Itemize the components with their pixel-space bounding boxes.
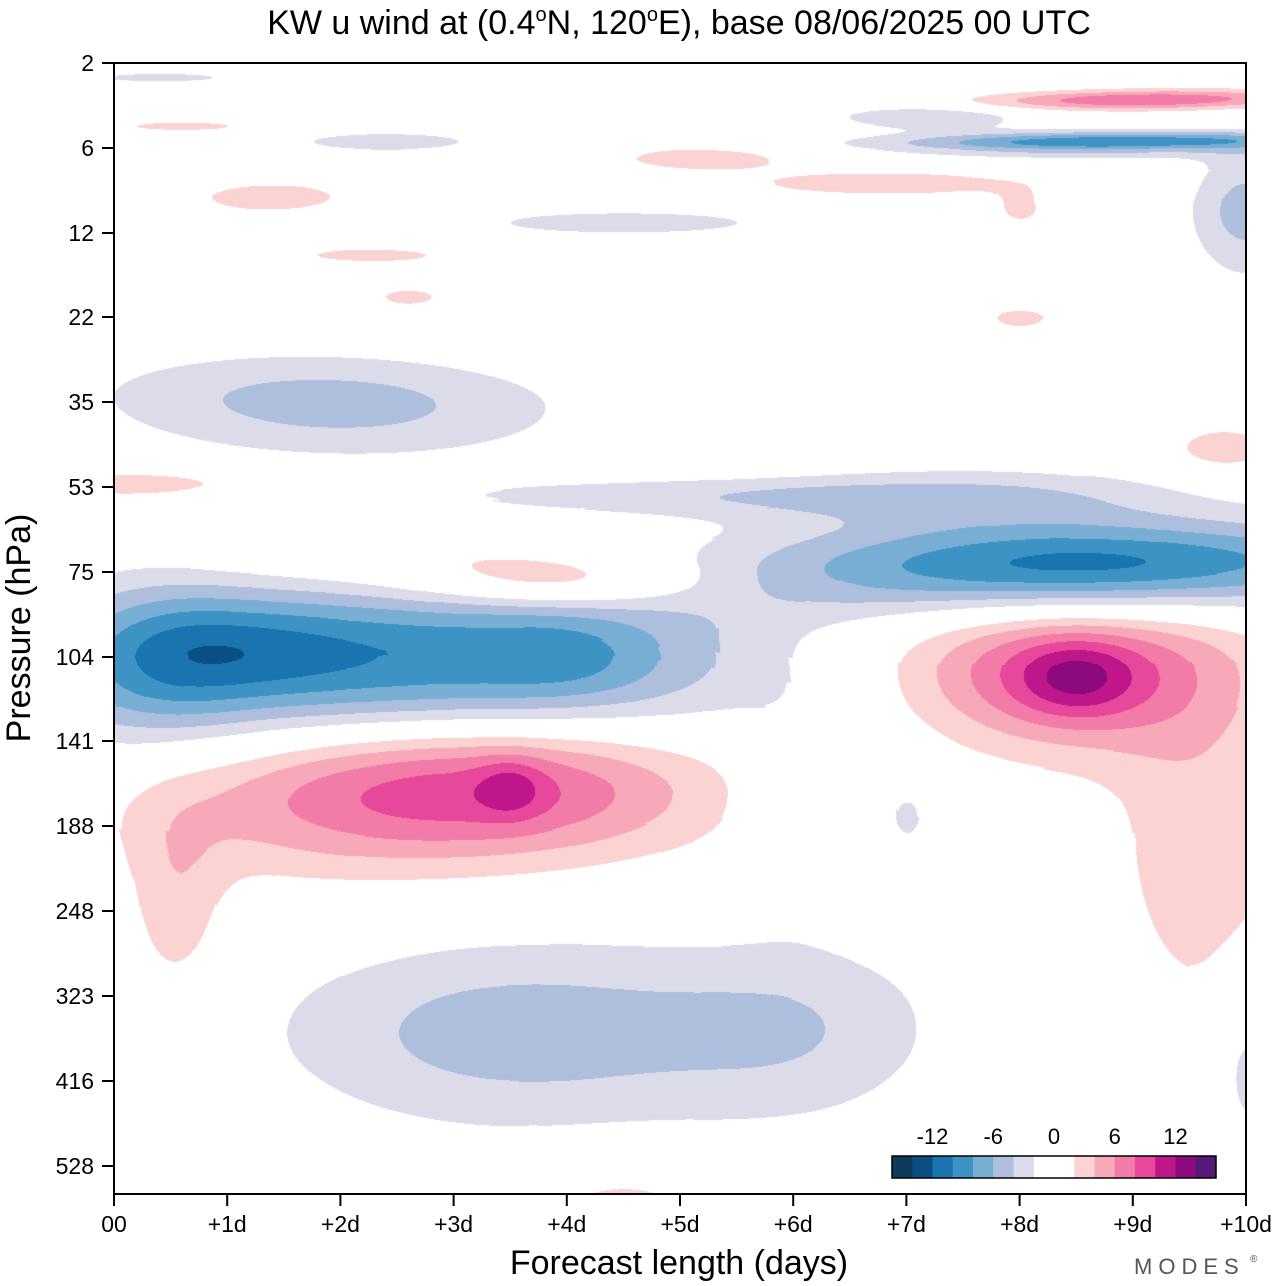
plot-area xyxy=(114,63,1246,1194)
x-tick-label: +8d xyxy=(1000,1211,1039,1237)
x-tick-label: +5d xyxy=(660,1211,699,1237)
colorbar-swatch xyxy=(1074,1156,1095,1178)
y-tick-label: 53 xyxy=(68,474,94,500)
plot-frame xyxy=(113,62,1247,1195)
colorbar-swatch xyxy=(973,1156,994,1178)
y-tick-label: 22 xyxy=(68,304,94,330)
y-tick-label: 75 xyxy=(68,559,94,585)
chart-title: KW u wind at (0.4oN, 120oE), base 08/06/… xyxy=(267,4,1091,42)
y-tick-label: 188 xyxy=(56,813,94,839)
colorbar-legend: -12 -6 0 6 12 xyxy=(886,1118,1226,1186)
colorbar-swatch xyxy=(1094,1156,1116,1178)
colorbar-outline xyxy=(891,1155,1217,1179)
colorbar-swatch xyxy=(952,1156,974,1178)
x-tick-label: +6d xyxy=(774,1211,813,1237)
y-tick-label: 416 xyxy=(56,1068,94,1094)
y-tick-label: 6 xyxy=(81,135,94,161)
colorbar-swatch xyxy=(1195,1156,1217,1178)
colorbar-tick-label: -6 xyxy=(983,1124,1003,1149)
y-axis-ticks: 2 6 12 22 35 53 75 104 141 188 248 323 416 528 xyxy=(56,50,114,1179)
modes-logo: MODES xyxy=(1134,1254,1245,1279)
colorbar-tick-label: 0 xyxy=(1048,1124,1060,1149)
x-tick-label: +4d xyxy=(547,1211,586,1237)
x-tick-label: +10d xyxy=(1220,1211,1272,1237)
contour-field xyxy=(114,63,1246,1194)
colorbar-swatch xyxy=(993,1156,1014,1178)
colorbar-swatch xyxy=(1155,1156,1176,1178)
colorbar-swatch xyxy=(1054,1156,1075,1178)
x-axis-label: Forecast length (days) xyxy=(510,1244,848,1282)
x-axis-ticks: 00 +1d +2d +3d +4d +5d +6d +7d +8d +9d +10d xyxy=(101,1194,1272,1237)
y-tick-label: 35 xyxy=(68,389,94,415)
y-tick-label: 2 xyxy=(81,50,94,76)
x-tick-label: 00 xyxy=(101,1211,127,1237)
y-axis-label: Pressure (hPa) xyxy=(0,514,38,743)
colorbar-swatch xyxy=(912,1156,933,1178)
x-tick-label: +9d xyxy=(1113,1211,1152,1237)
colorbar-swatch xyxy=(932,1156,954,1178)
modes-logo-mark: ® xyxy=(1250,1254,1258,1265)
colorbar-tick-label: 12 xyxy=(1163,1124,1187,1149)
y-tick-label: 323 xyxy=(56,983,94,1009)
x-tick-label: +2d xyxy=(321,1211,360,1237)
colorbar-swatch xyxy=(1033,1156,1055,1178)
colorbar-swatch xyxy=(1114,1156,1136,1178)
x-tick-label: +1d xyxy=(208,1211,247,1237)
colorbar-swatch xyxy=(892,1156,913,1178)
y-tick-label: 12 xyxy=(68,220,94,246)
x-tick-label: +7d xyxy=(887,1211,926,1237)
colorbar-swatch xyxy=(1013,1156,1035,1178)
y-tick-label: 104 xyxy=(56,644,95,670)
y-tick-label: 248 xyxy=(56,898,94,924)
x-tick-label: +3d xyxy=(434,1211,473,1237)
colorbar-swatch xyxy=(1175,1156,1197,1178)
colorbar-tick-label: -12 xyxy=(917,1124,949,1149)
y-tick-label: 528 xyxy=(56,1153,94,1179)
colorbar-swatch xyxy=(1135,1156,1156,1178)
y-tick-label: 141 xyxy=(56,728,94,754)
colorbar-tick-label: 6 xyxy=(1109,1124,1121,1149)
